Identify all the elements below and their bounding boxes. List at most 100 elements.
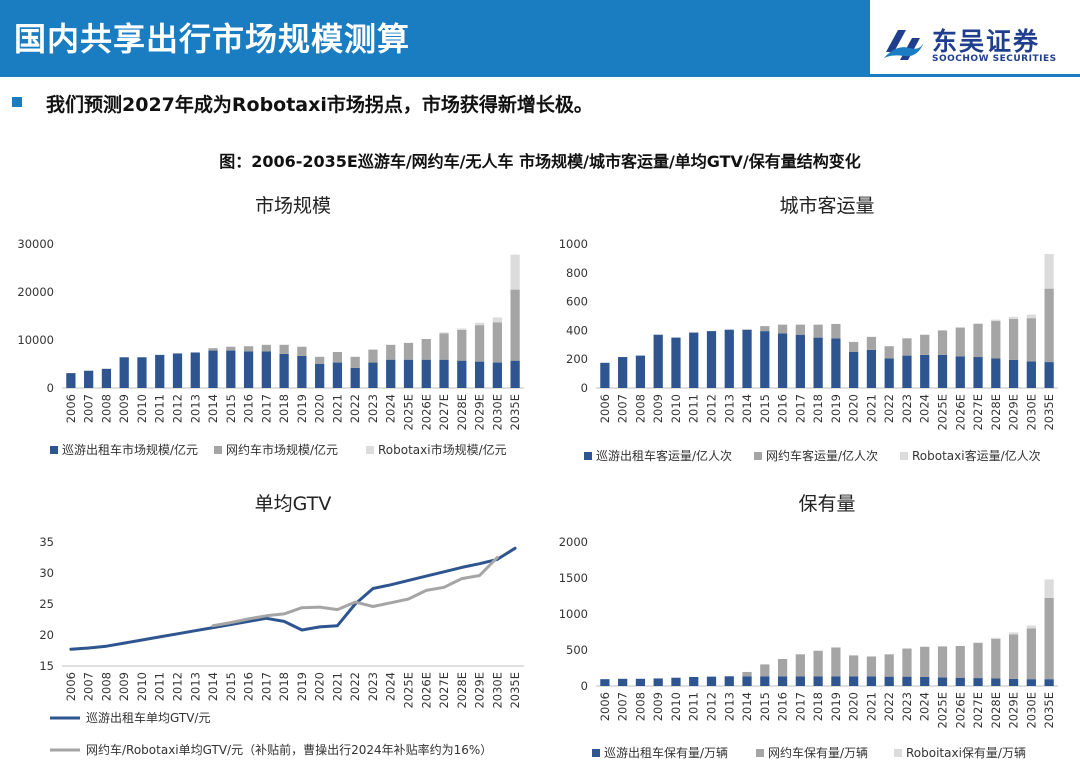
x-tick-label: 2025E <box>936 692 950 729</box>
bar-segment <box>920 646 930 677</box>
bar-segment <box>795 324 805 335</box>
legend-swatch <box>214 446 222 454</box>
bar-segment <box>902 355 912 388</box>
bar-segment <box>297 346 307 356</box>
logo-name-cn: 东吴证券 <box>932 27 1041 56</box>
bar-segment <box>368 362 378 388</box>
bar-segment <box>1026 628 1036 680</box>
x-tick-label: 2023 <box>900 394 914 423</box>
bar-segment <box>973 642 983 679</box>
x-tick-label: 2010 <box>669 692 683 721</box>
bar-segment <box>1044 254 1054 289</box>
bar-segment <box>849 352 859 388</box>
bar-segment <box>831 323 841 339</box>
x-tick-label: 2019 <box>829 692 843 721</box>
bar-segment <box>261 344 271 352</box>
x-tick-label: 2009 <box>651 692 665 721</box>
bar-segment <box>226 350 236 388</box>
x-tick-label: 2028E <box>989 692 1003 729</box>
bar-segment <box>457 329 467 361</box>
x-tick-label: 2006 <box>64 394 78 423</box>
y-tick-label: 20 <box>39 628 54 642</box>
chart-title: 单均GTV <box>255 493 332 515</box>
bar-segment <box>243 351 254 388</box>
x-tick-label: 2007 <box>616 394 630 423</box>
bar-segment <box>618 678 628 686</box>
bar-segment <box>1008 316 1019 319</box>
x-tick-label: 2015 <box>224 672 238 701</box>
bar-segment <box>297 355 307 388</box>
y-tick-label: 30 <box>39 566 54 580</box>
x-tick-label: 2007 <box>82 394 96 423</box>
x-tick-label: 2014 <box>740 394 754 423</box>
key-point: 我们预测2027年成为Robotaxi市场拐点，市场获得新增长极。 <box>46 94 593 116</box>
bar-segment <box>884 346 894 359</box>
x-tick-label: 2035E <box>508 672 522 709</box>
bar-segment <box>439 359 449 388</box>
x-tick-label: 2013 <box>188 394 202 423</box>
x-tick-label: 2012 <box>171 672 185 701</box>
bar-segment <box>474 361 485 388</box>
x-tick-label: 2021 <box>330 394 344 423</box>
x-tick-label: 2012 <box>705 692 719 721</box>
bar-segment <box>724 676 734 686</box>
bar-segment <box>421 339 431 360</box>
bar-segment <box>866 656 877 677</box>
bar-segment <box>671 677 681 686</box>
bar-segment <box>457 360 467 388</box>
bar-segment <box>813 650 823 677</box>
x-tick-label: 2008 <box>633 692 647 721</box>
y-tick-label: 0 <box>581 381 588 395</box>
legend-swatch <box>366 446 374 454</box>
bar-segment <box>706 676 717 686</box>
bar-segment <box>884 358 894 388</box>
bar-segment <box>689 677 699 686</box>
legend-label: 巡游出租车市场规模/亿元 <box>62 442 198 457</box>
x-tick-label: 2017 <box>259 672 273 701</box>
bar-segment <box>332 362 343 388</box>
market-size-svg: 市场规模 0 10000 20000 30000 2006 2007 2008 2009 2010… <box>17 195 524 457</box>
y-tick-label: 10000 <box>17 333 54 347</box>
bar-segment <box>101 368 112 388</box>
x-tick-label: 2013 <box>188 672 202 701</box>
bar-segment <box>831 676 841 686</box>
x-tick-label: 2022 <box>882 692 896 721</box>
legend-label: Roboitaxi保有量/万辆 <box>906 746 1026 760</box>
bar-segment <box>1008 634 1019 679</box>
legend-swatch <box>592 749 600 757</box>
header-bar <box>0 0 870 74</box>
bar-segment <box>991 638 1001 679</box>
legend-label: Robotaxi市场规模/亿元 <box>378 442 507 457</box>
bar-segment <box>973 323 983 358</box>
x-tick-label: 2011 <box>687 394 701 423</box>
gtv-chart: 单均GTV 15 20 25 30 35 2006 2007 2008 2009 2010 2011 2… <box>14 490 534 767</box>
passenger-volume-svg: 城市客运量 0 200 400 600 800 1000 2006 2007 2008 2009 20… <box>559 195 1058 463</box>
x-tick-label: 2014 <box>206 672 220 701</box>
bar-segment <box>866 336 877 350</box>
bar-segment <box>937 677 948 686</box>
bar-segment <box>474 325 485 362</box>
legend-label: 巡游出租车单均GTV/元 <box>86 710 210 725</box>
bar-segment <box>510 289 520 361</box>
x-tick-label: 2026E <box>953 394 967 431</box>
bar-segment <box>884 654 894 677</box>
bar-segment <box>1044 288 1054 363</box>
bar-segment <box>600 679 610 686</box>
bar-segment <box>742 671 752 677</box>
bar-segment <box>955 327 965 357</box>
bar-segment <box>795 676 805 686</box>
x-tick-label: 2020 <box>313 394 327 423</box>
x-tick-label: 2006 <box>598 692 612 721</box>
bar-segment <box>84 370 94 388</box>
chart-title: 城市客运量 <box>779 195 874 217</box>
bar-segment <box>831 338 841 388</box>
legend-label: 网约车/Robotaxi单均GTV/元（补贴前，曹操出行2024年补贴率约为16… <box>86 742 492 757</box>
x-tick-label: 2030E <box>1024 394 1038 431</box>
x-tick-label: 2029E <box>1007 692 1021 729</box>
bar-segment <box>261 351 271 388</box>
legend-label: 网约车市场规模/亿元 <box>226 442 338 457</box>
bar-segment <box>813 676 823 686</box>
bar-segment <box>119 357 129 388</box>
bar-segment <box>920 334 930 355</box>
x-tick-label: 2021 <box>864 394 878 423</box>
